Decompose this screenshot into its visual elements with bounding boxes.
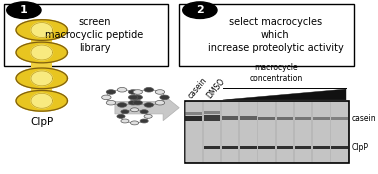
FancyBboxPatch shape [240,146,257,149]
Circle shape [155,90,165,94]
FancyBboxPatch shape [295,146,311,149]
FancyBboxPatch shape [31,29,52,102]
FancyBboxPatch shape [222,146,239,149]
FancyBboxPatch shape [204,115,220,121]
Circle shape [183,2,217,18]
FancyBboxPatch shape [313,117,330,120]
Circle shape [106,100,116,105]
Text: screen
macrocyclic peptide
library: screen macrocyclic peptide library [45,17,144,53]
FancyBboxPatch shape [277,102,293,162]
Text: 2: 2 [196,5,204,15]
Circle shape [144,88,153,92]
FancyBboxPatch shape [277,117,293,120]
Circle shape [102,95,111,100]
Circle shape [129,100,138,105]
Circle shape [133,95,143,100]
Polygon shape [31,71,53,86]
Circle shape [129,95,138,100]
Circle shape [129,90,138,94]
FancyBboxPatch shape [184,101,349,163]
Circle shape [144,103,153,107]
Circle shape [117,103,127,107]
FancyBboxPatch shape [186,112,202,115]
Text: 1: 1 [20,5,28,15]
Polygon shape [16,20,67,40]
Text: ClpP: ClpP [352,143,369,152]
FancyBboxPatch shape [259,146,275,149]
Polygon shape [31,93,53,108]
Polygon shape [16,68,67,89]
FancyBboxPatch shape [204,102,220,162]
FancyBboxPatch shape [332,146,348,149]
Circle shape [160,95,169,100]
Circle shape [155,100,165,105]
FancyBboxPatch shape [295,102,311,162]
FancyBboxPatch shape [240,116,257,120]
FancyBboxPatch shape [222,102,239,162]
FancyBboxPatch shape [186,116,202,121]
FancyBboxPatch shape [4,4,169,66]
Polygon shape [31,23,53,37]
Circle shape [133,100,143,105]
FancyBboxPatch shape [259,117,275,120]
Circle shape [140,119,148,123]
Circle shape [117,88,127,92]
Text: ClpP: ClpP [30,117,53,126]
FancyBboxPatch shape [179,4,354,66]
Polygon shape [16,42,67,63]
FancyBboxPatch shape [204,146,220,149]
FancyBboxPatch shape [332,102,348,162]
Polygon shape [31,45,53,60]
Circle shape [133,90,143,94]
Text: casein: casein [352,114,376,123]
FancyBboxPatch shape [186,102,202,162]
Circle shape [121,119,129,123]
FancyBboxPatch shape [222,116,239,120]
Circle shape [106,90,116,94]
Circle shape [130,108,139,112]
Text: select macrocycles
which
increase proteolytic activity: select macrocycles which increase proteo… [208,17,343,53]
Polygon shape [115,95,179,121]
Polygon shape [223,89,346,100]
FancyBboxPatch shape [313,146,330,149]
Text: DMSO: DMSO [205,76,227,100]
FancyBboxPatch shape [259,102,275,162]
Circle shape [121,110,129,114]
FancyBboxPatch shape [204,111,220,114]
Polygon shape [16,90,67,111]
FancyBboxPatch shape [313,102,330,162]
FancyBboxPatch shape [332,117,348,120]
FancyBboxPatch shape [240,102,257,162]
Circle shape [7,2,41,18]
FancyBboxPatch shape [277,146,293,149]
Circle shape [144,114,152,118]
Text: macrocycle
concentration: macrocycle concentration [249,63,302,83]
Circle shape [117,114,125,118]
Circle shape [140,110,148,114]
FancyBboxPatch shape [295,117,311,120]
Text: casein: casein [187,75,209,100]
Circle shape [130,121,139,125]
